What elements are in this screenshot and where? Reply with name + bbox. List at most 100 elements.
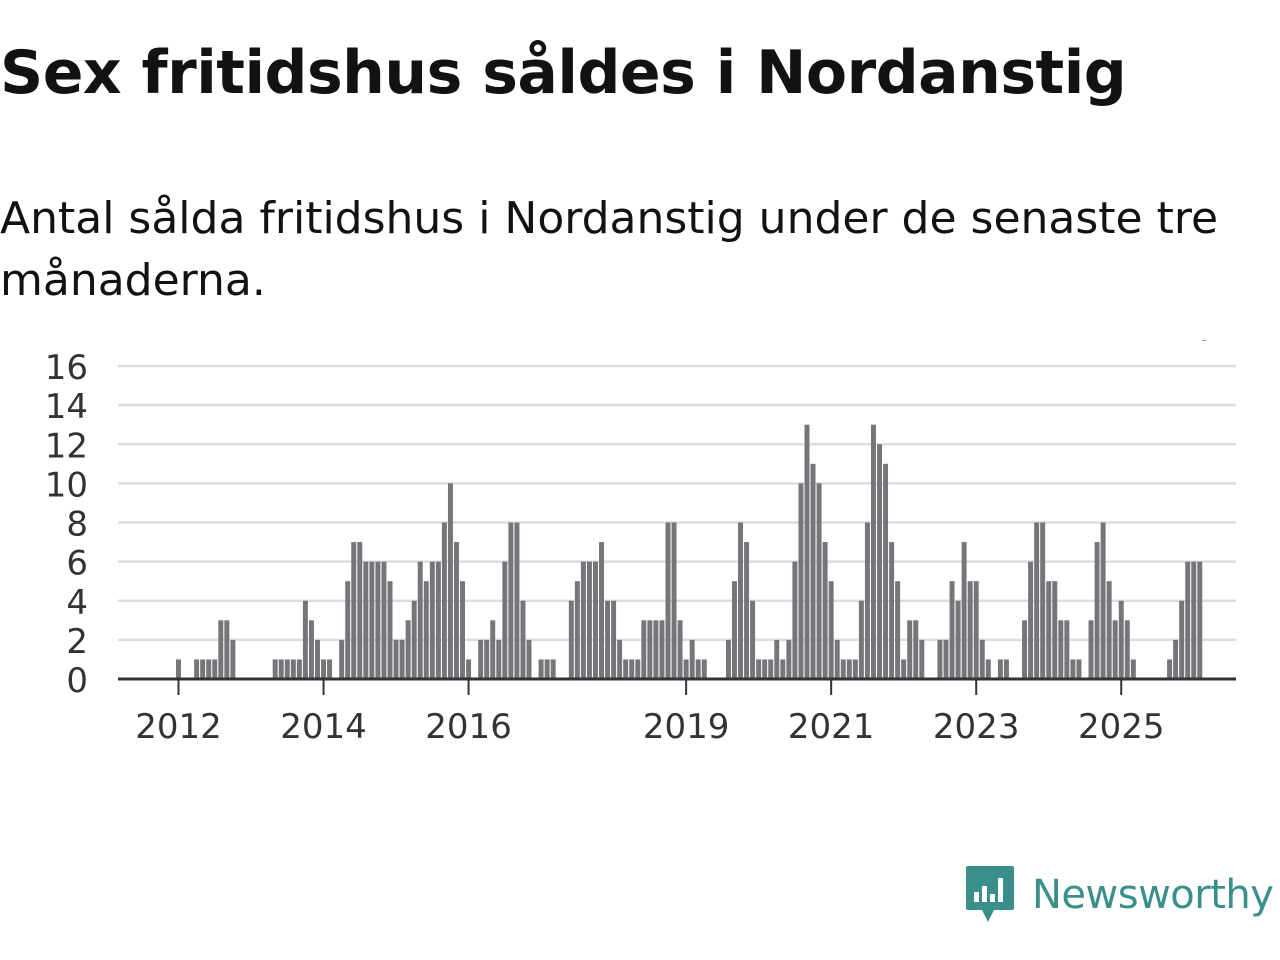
bar bbox=[1070, 659, 1076, 679]
bar bbox=[538, 659, 544, 679]
bar bbox=[435, 561, 441, 680]
y-tick-label: 4 bbox=[66, 583, 88, 623]
bar bbox=[194, 659, 200, 679]
bar bbox=[877, 444, 882, 679]
bar bbox=[834, 639, 840, 680]
bar bbox=[520, 600, 526, 679]
bar bbox=[828, 581, 834, 679]
bar bbox=[224, 620, 230, 679]
x-tick-label: 2019 bbox=[643, 707, 730, 747]
bar bbox=[363, 561, 369, 680]
bar bbox=[466, 659, 472, 679]
bar bbox=[357, 542, 363, 679]
bar bbox=[423, 581, 429, 679]
bar bbox=[1034, 522, 1040, 679]
bar bbox=[864, 522, 870, 679]
bar bbox=[321, 659, 327, 679]
bar bbox=[738, 522, 743, 679]
bar bbox=[671, 522, 677, 679]
bar bbox=[1197, 561, 1203, 680]
bar bbox=[429, 561, 435, 680]
bar bbox=[460, 581, 466, 679]
bar bbox=[586, 561, 592, 680]
bar bbox=[200, 659, 206, 679]
bar bbox=[949, 581, 955, 679]
bar bbox=[689, 639, 695, 680]
x-tick-label: 2025 bbox=[1078, 707, 1165, 747]
bar bbox=[768, 659, 774, 679]
bar bbox=[327, 659, 333, 679]
bar bbox=[822, 542, 828, 679]
bar bbox=[846, 659, 852, 679]
bar bbox=[375, 561, 381, 680]
bar bbox=[351, 542, 357, 679]
data-label: 6 bbox=[1194, 340, 1213, 348]
bar bbox=[1022, 620, 1028, 679]
bar bbox=[405, 620, 411, 679]
bar bbox=[611, 600, 617, 679]
bar bbox=[502, 561, 508, 680]
bar bbox=[550, 659, 556, 679]
bar bbox=[278, 659, 284, 679]
bar bbox=[599, 542, 604, 679]
bar bbox=[659, 620, 665, 679]
bar bbox=[617, 639, 623, 680]
annotations: 6 bbox=[1194, 340, 1213, 348]
bar bbox=[1173, 639, 1179, 680]
bar bbox=[496, 639, 502, 680]
bar bbox=[937, 639, 943, 680]
bar bbox=[441, 522, 447, 679]
bar bbox=[1076, 659, 1082, 679]
bar bbox=[284, 659, 290, 679]
bar bbox=[979, 639, 985, 680]
x-tick-label: 2021 bbox=[788, 707, 875, 747]
bar bbox=[695, 659, 701, 679]
bar bbox=[526, 639, 532, 680]
bar bbox=[1118, 600, 1124, 679]
bar bbox=[1106, 581, 1112, 679]
bar bbox=[701, 659, 707, 679]
bar bbox=[641, 620, 647, 679]
bar bbox=[1058, 620, 1064, 679]
y-tick-label: 10 bbox=[45, 465, 88, 505]
bar bbox=[339, 639, 345, 680]
x-tick-label: 2016 bbox=[425, 707, 512, 747]
bar bbox=[1028, 561, 1034, 680]
bar bbox=[852, 659, 858, 679]
bar bbox=[961, 542, 967, 679]
newsworthy-logo: Newsworthy bbox=[964, 864, 1274, 926]
bar bbox=[623, 659, 629, 679]
bar bbox=[1130, 659, 1136, 679]
bar bbox=[1046, 581, 1052, 679]
bar bbox=[580, 561, 586, 680]
bar bbox=[1112, 620, 1118, 679]
bar bbox=[568, 600, 574, 679]
bar bbox=[883, 463, 889, 679]
bar bbox=[665, 522, 671, 679]
bar bbox=[478, 639, 484, 680]
bar bbox=[792, 561, 798, 680]
bar bbox=[762, 659, 768, 679]
bar bbox=[230, 639, 236, 680]
bar bbox=[508, 522, 514, 679]
bar bbox=[574, 581, 580, 679]
bar bbox=[315, 639, 320, 680]
chart-subtitle: Antal sålda fritidshus i Nordanstig unde… bbox=[0, 193, 1219, 306]
x-tick-label: 2014 bbox=[280, 707, 367, 747]
bar bbox=[955, 600, 961, 679]
bar bbox=[967, 581, 973, 679]
bar bbox=[756, 659, 762, 679]
bar bbox=[816, 483, 822, 680]
bar bbox=[1191, 561, 1197, 680]
bar bbox=[593, 561, 598, 680]
bar bbox=[484, 639, 490, 680]
bar bbox=[272, 659, 278, 679]
bar bbox=[786, 639, 792, 680]
bar bbox=[731, 581, 737, 679]
bar bbox=[605, 600, 611, 679]
bar bbox=[985, 659, 991, 679]
bar bbox=[1094, 542, 1100, 679]
y-tick-label: 8 bbox=[66, 505, 88, 545]
bar bbox=[677, 620, 683, 679]
bar bbox=[417, 561, 423, 680]
